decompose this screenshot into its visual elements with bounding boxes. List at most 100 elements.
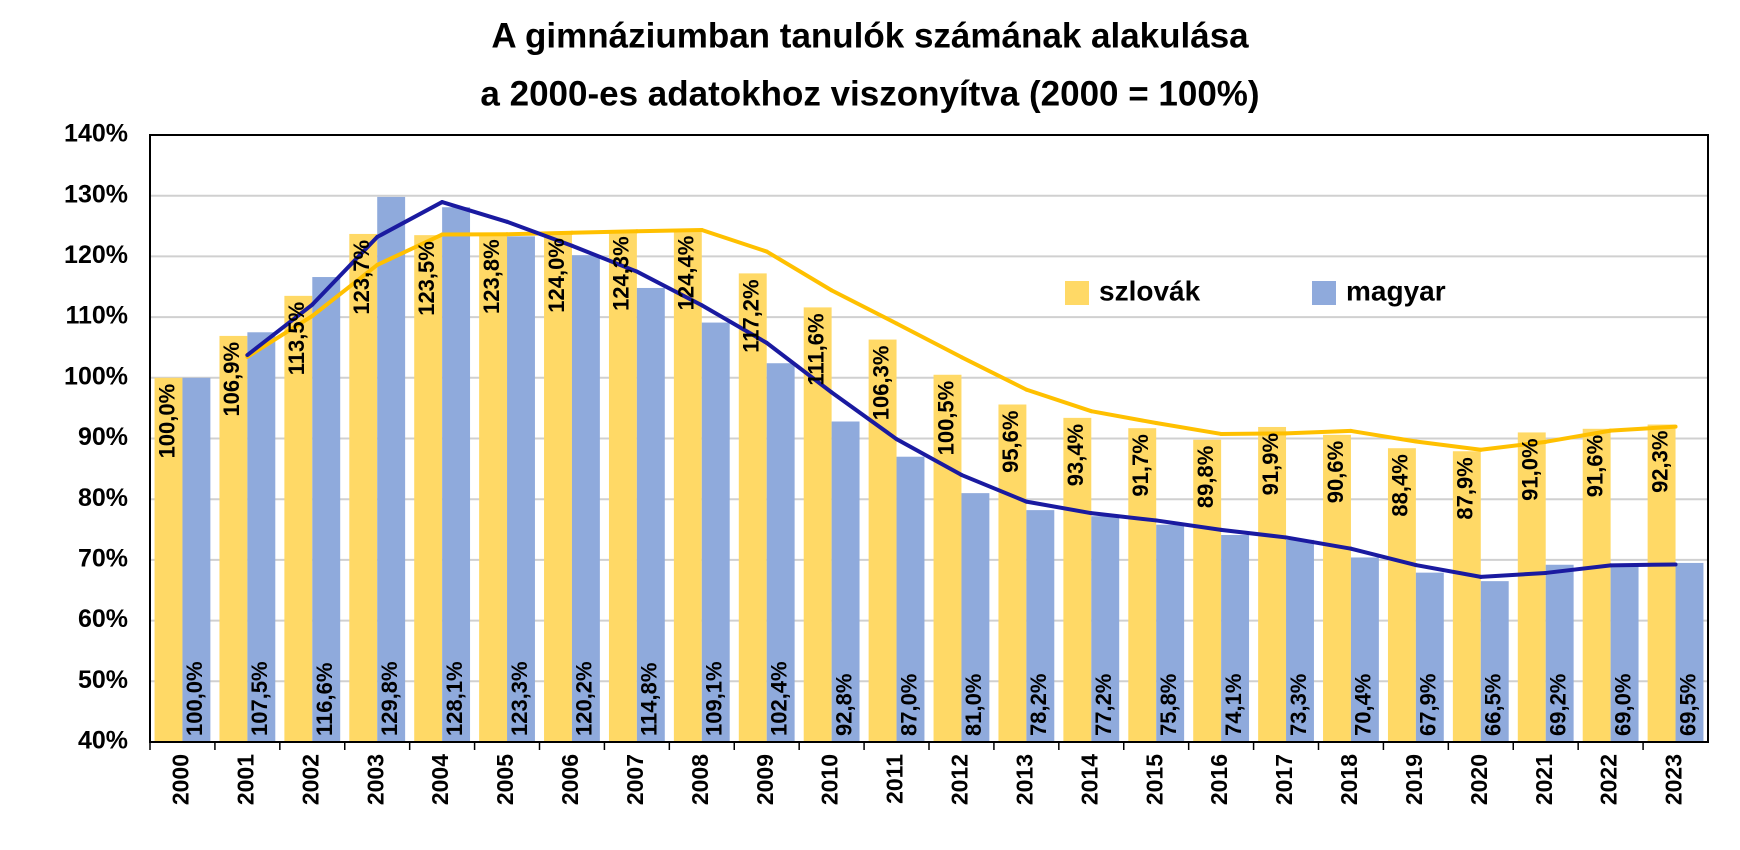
- x-tick-label: 2009: [752, 754, 778, 805]
- x-tick-label: 2003: [362, 754, 388, 805]
- value-label: 123,5%: [414, 241, 439, 316]
- bar: [701, 322, 730, 742]
- value-label: 123,8%: [479, 239, 504, 314]
- trendline: [699, 303, 769, 345]
- bar: [896, 456, 925, 742]
- x-tick-label: 2006: [557, 754, 583, 805]
- value-label: 92,8%: [831, 674, 856, 736]
- bar: [738, 273, 767, 742]
- x-tick-label: 2012: [947, 754, 973, 805]
- bar: [1415, 572, 1444, 742]
- bar: [831, 421, 860, 742]
- trendline: [1478, 439, 1548, 452]
- trendline: [894, 321, 964, 360]
- bar: [1026, 510, 1055, 742]
- bar: [1675, 562, 1704, 742]
- x-tick-label: 2007: [622, 754, 648, 805]
- bar: [1647, 424, 1676, 742]
- value-label: 69,2%: [1545, 674, 1570, 736]
- trendline: [1024, 387, 1094, 414]
- trendline: [375, 232, 445, 267]
- bar: [1258, 426, 1287, 742]
- value-label: 91,0%: [1518, 438, 1543, 500]
- bar: [1156, 524, 1185, 742]
- value-label: 106,3%: [868, 346, 893, 421]
- value-label: 123,3%: [507, 661, 532, 736]
- trendline: [894, 437, 964, 477]
- trendline: [1478, 570, 1548, 579]
- trendline: [310, 234, 380, 307]
- bar: [154, 377, 183, 742]
- value-label: 92,3%: [1647, 431, 1672, 493]
- trendline: [1543, 428, 1613, 444]
- legend-label: magyar: [1346, 275, 1446, 306]
- bar: [766, 363, 795, 742]
- trendline: [829, 390, 899, 442]
- value-label: 95,6%: [998, 411, 1023, 473]
- bar: [868, 339, 897, 742]
- trendline: [1608, 424, 1678, 433]
- bar: [1286, 539, 1314, 742]
- value-label: 69,5%: [1675, 674, 1700, 736]
- trendline: [1219, 527, 1289, 540]
- trendline: [569, 229, 639, 235]
- trendline: [634, 269, 704, 308]
- bar: [479, 233, 508, 743]
- trendline: [1348, 428, 1418, 444]
- bar: [1480, 581, 1509, 742]
- bar: [1582, 428, 1611, 742]
- x-tick-label: 2013: [1011, 754, 1037, 805]
- trendline: [440, 200, 510, 224]
- trendline: [1089, 511, 1159, 523]
- value-label: 124,4%: [674, 236, 699, 311]
- x-tick-label: 2016: [1206, 754, 1232, 805]
- bar: [1387, 448, 1416, 742]
- x-tick-label: 2011: [882, 754, 908, 804]
- trendline: [245, 313, 315, 359]
- y-tick-label: 60%: [78, 605, 128, 633]
- value-label: 107,5%: [247, 661, 272, 736]
- bar: [219, 335, 248, 742]
- chart-title: A gimnáziumban tanulók számának alakulás…: [491, 16, 1249, 55]
- value-label: 117,2%: [739, 279, 764, 352]
- bar: [1610, 565, 1639, 742]
- y-tick-label: 100%: [64, 362, 128, 390]
- value-label: 73,3%: [1286, 674, 1311, 736]
- trendline: [764, 340, 834, 395]
- x-tick-label: 2018: [1336, 754, 1362, 805]
- y-tick-label: 90%: [78, 423, 128, 451]
- value-label: 78,2%: [1026, 674, 1051, 736]
- value-label: 128,1%: [442, 661, 467, 736]
- value-label: 106,9%: [219, 342, 244, 417]
- bar: [377, 196, 406, 742]
- value-label: 69,0%: [1610, 674, 1635, 736]
- trendline: [1608, 562, 1678, 568]
- bar: [349, 233, 378, 743]
- trendline: [1284, 535, 1353, 551]
- bar: [442, 207, 471, 742]
- value-label: 100,5%: [933, 381, 958, 456]
- bar: [1452, 451, 1481, 742]
- bar: [1091, 516, 1120, 742]
- bar: [182, 377, 211, 742]
- value-label: 91,6%: [1582, 435, 1607, 497]
- legend-swatch: [1065, 281, 1089, 305]
- value-label: 77,2%: [1091, 674, 1116, 736]
- bar: [636, 287, 665, 742]
- value-label: 66,5%: [1481, 674, 1506, 736]
- value-label: 67,9%: [1416, 674, 1441, 736]
- bar: [247, 332, 276, 742]
- value-label: 124,3%: [609, 236, 634, 311]
- value-label: 100,0%: [182, 661, 207, 736]
- y-tick-label: 110%: [65, 302, 128, 330]
- x-tick-label: 2020: [1466, 754, 1492, 805]
- x-tick-label: 2010: [817, 754, 843, 805]
- value-label: 87,9%: [1453, 457, 1478, 519]
- bar: [608, 230, 637, 742]
- chart-title: a 2000-es adatokhoz viszonyítva (2000 = …: [480, 74, 1259, 113]
- trendline: [634, 227, 704, 234]
- bar: [1323, 434, 1351, 742]
- trendline: [1348, 546, 1418, 568]
- value-label: 100,0%: [154, 384, 179, 459]
